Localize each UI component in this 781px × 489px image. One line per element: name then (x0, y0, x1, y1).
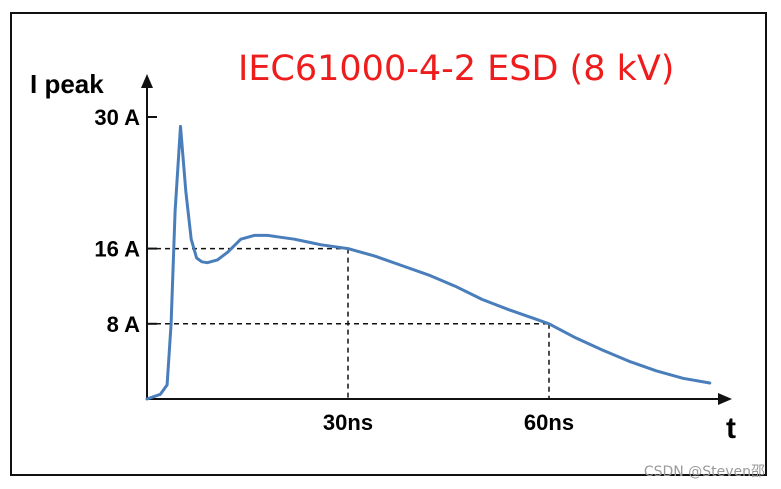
x-axis-arrow (718, 393, 732, 405)
watermark-text: CSDN @Steven邵 (643, 464, 765, 480)
y-ticks: 30 A 16 A 8 A (94, 105, 157, 337)
y-axis-title: I peak (30, 69, 104, 99)
reference-lines (147, 247, 550, 399)
y-tick-label: 8 A (107, 312, 141, 337)
x-axis-title: t (726, 412, 736, 445)
y-tick-label: 30 A (94, 105, 140, 130)
series-line (145, 124, 712, 401)
x-ticks: 30ns 60ns (323, 410, 574, 435)
chart-title: IEC61000-4-2 ESD (8 kV) (238, 49, 674, 89)
x-tick-label: 60ns (524, 410, 574, 435)
y-tick-label: 16 A (94, 237, 140, 262)
y-axis-arrow (141, 74, 153, 88)
x-tick-label: 30ns (323, 410, 373, 435)
